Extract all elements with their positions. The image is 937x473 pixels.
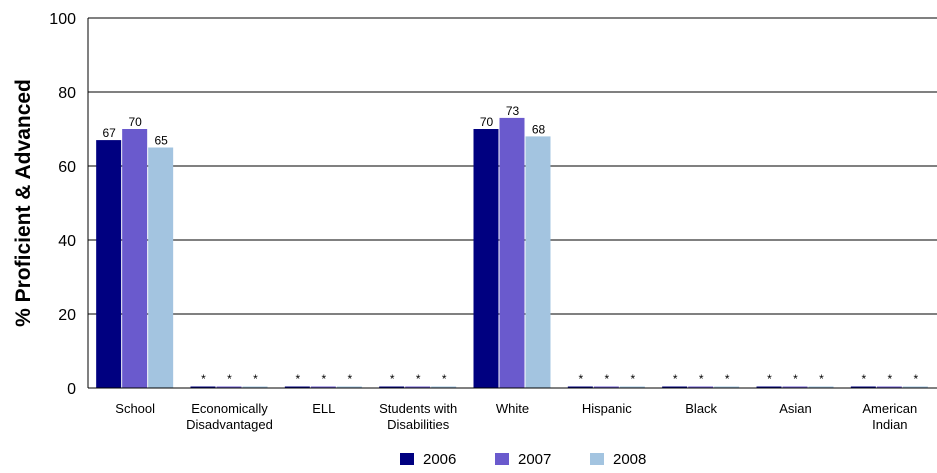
- bar: [405, 386, 431, 388]
- data-label: *: [416, 372, 421, 386]
- legend-swatch: [495, 453, 509, 465]
- bar: [242, 386, 268, 388]
- x-tick-label: Black: [685, 401, 717, 416]
- legend-label: 2006: [423, 451, 456, 468]
- bar: [850, 386, 876, 388]
- bar: [122, 129, 148, 388]
- legend-swatch: [400, 453, 414, 465]
- data-label: *: [725, 372, 730, 386]
- legend: 2006 2007 2008: [400, 451, 646, 468]
- data-label: *: [861, 372, 866, 386]
- data-label: 67: [102, 126, 116, 140]
- bar: [284, 386, 310, 388]
- data-label: *: [321, 372, 326, 386]
- bar: [782, 386, 808, 388]
- x-tick-label: Asian: [779, 401, 812, 416]
- bar: [714, 386, 740, 388]
- data-label: *: [913, 372, 918, 386]
- data-label: *: [295, 372, 300, 386]
- x-tick-label: Economically Disadvantaged: [186, 401, 273, 432]
- y-axis-label: % Proficient & Advanced: [12, 79, 35, 327]
- x-tick-label: School: [115, 401, 155, 416]
- bar: [876, 386, 902, 388]
- data-label: *: [347, 372, 352, 386]
- y-tick-label: 40: [58, 233, 76, 250]
- y-tick-label: 60: [58, 159, 76, 176]
- bar: [96, 140, 122, 388]
- x-tick-label: Hispanic: [582, 401, 632, 416]
- bar: [473, 129, 499, 388]
- x-tick-label: Students with Disabilities: [379, 401, 457, 432]
- data-label: *: [604, 372, 609, 386]
- data-label: *: [673, 372, 678, 386]
- bar: [310, 386, 336, 388]
- bar: [379, 386, 405, 388]
- data-label: *: [630, 372, 635, 386]
- bar: [567, 386, 593, 388]
- bars: [96, 117, 928, 389]
- bar: [756, 386, 782, 388]
- y-tick-label: 20: [58, 307, 76, 324]
- data-label: *: [793, 372, 798, 386]
- bar: [662, 386, 688, 388]
- data-label: *: [442, 372, 447, 386]
- data-label: *: [201, 372, 206, 386]
- category-labels: School Economically Disadvantaged ELL Studen…: [115, 401, 917, 432]
- data-label: *: [253, 372, 258, 386]
- x-tick-label: American Indian: [862, 401, 917, 432]
- bar: [148, 147, 174, 388]
- bar: [499, 117, 525, 389]
- bar: [902, 386, 928, 388]
- bar: [525, 136, 551, 388]
- x-tick-label: ELL: [312, 401, 335, 416]
- data-label: *: [699, 372, 704, 386]
- bar: [593, 386, 619, 388]
- data-label: *: [227, 372, 232, 386]
- data-label: *: [887, 372, 892, 386]
- data-label: 68: [532, 122, 546, 136]
- data-label: *: [578, 372, 583, 386]
- bar: [216, 386, 242, 388]
- y-tick-label: 100: [49, 11, 76, 28]
- legend-label: 2007: [518, 451, 551, 468]
- axes: 0 20 40 60 80 100: [49, 11, 937, 398]
- bar: [688, 386, 714, 388]
- bar: [619, 386, 645, 388]
- legend-label: 2008: [613, 451, 646, 468]
- x-tick-label: White: [496, 401, 529, 416]
- value-labels: 67 70 65 * * * * * * * * * 70 73 68 * * * * * * * * * * * *: [102, 104, 918, 386]
- data-label: *: [767, 372, 772, 386]
- y-tick-label: 80: [58, 85, 76, 102]
- bar: [190, 386, 216, 388]
- data-label: *: [390, 372, 395, 386]
- bar: [336, 386, 362, 388]
- bar: [431, 386, 457, 388]
- data-label: 73: [506, 104, 520, 118]
- data-label: 65: [154, 134, 168, 148]
- legend-swatch: [590, 453, 604, 465]
- y-tick-label: 0: [67, 381, 76, 398]
- data-label: *: [819, 372, 824, 386]
- data-label: 70: [480, 115, 494, 129]
- bar: [808, 386, 834, 388]
- data-label: 70: [128, 115, 142, 129]
